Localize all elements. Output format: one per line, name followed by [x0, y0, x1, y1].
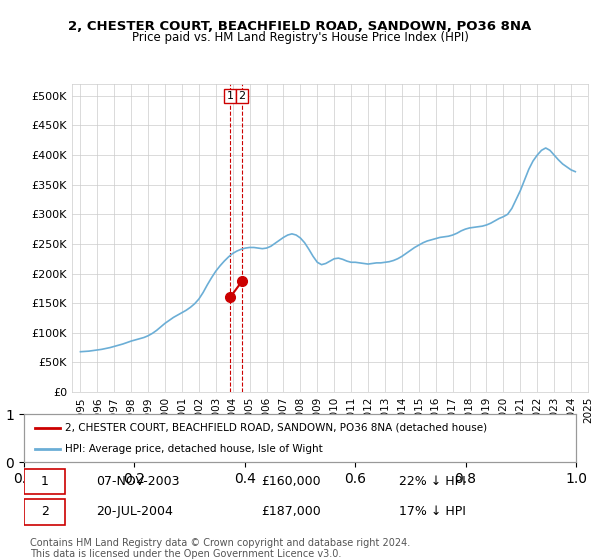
Text: £187,000: £187,000: [262, 505, 321, 519]
Text: HPI: Average price, detached house, Isle of Wight: HPI: Average price, detached house, Isle…: [65, 444, 323, 454]
Text: 1: 1: [41, 475, 49, 488]
Text: 22% ↓ HPI: 22% ↓ HPI: [400, 475, 466, 488]
Text: 2, CHESTER COURT, BEACHFIELD ROAD, SANDOWN, PO36 8NA (detached house): 2, CHESTER COURT, BEACHFIELD ROAD, SANDO…: [65, 423, 488, 433]
Text: 2, CHESTER COURT, BEACHFIELD ROAD, SANDOWN, PO36 8NA: 2, CHESTER COURT, BEACHFIELD ROAD, SANDO…: [68, 20, 532, 32]
Text: Contains HM Land Registry data © Crown copyright and database right 2024.
This d: Contains HM Land Registry data © Crown c…: [30, 538, 410, 559]
Text: 2: 2: [238, 91, 245, 101]
Text: 2: 2: [41, 505, 49, 519]
Text: Price paid vs. HM Land Registry's House Price Index (HPI): Price paid vs. HM Land Registry's House …: [131, 31, 469, 44]
Text: 1: 1: [227, 91, 233, 101]
Text: 17% ↓ HPI: 17% ↓ HPI: [400, 505, 466, 519]
FancyBboxPatch shape: [24, 469, 65, 494]
FancyBboxPatch shape: [24, 499, 65, 525]
Text: 07-NOV-2003: 07-NOV-2003: [96, 475, 179, 488]
Text: 20-JUL-2004: 20-JUL-2004: [96, 505, 173, 519]
Text: £160,000: £160,000: [262, 475, 321, 488]
